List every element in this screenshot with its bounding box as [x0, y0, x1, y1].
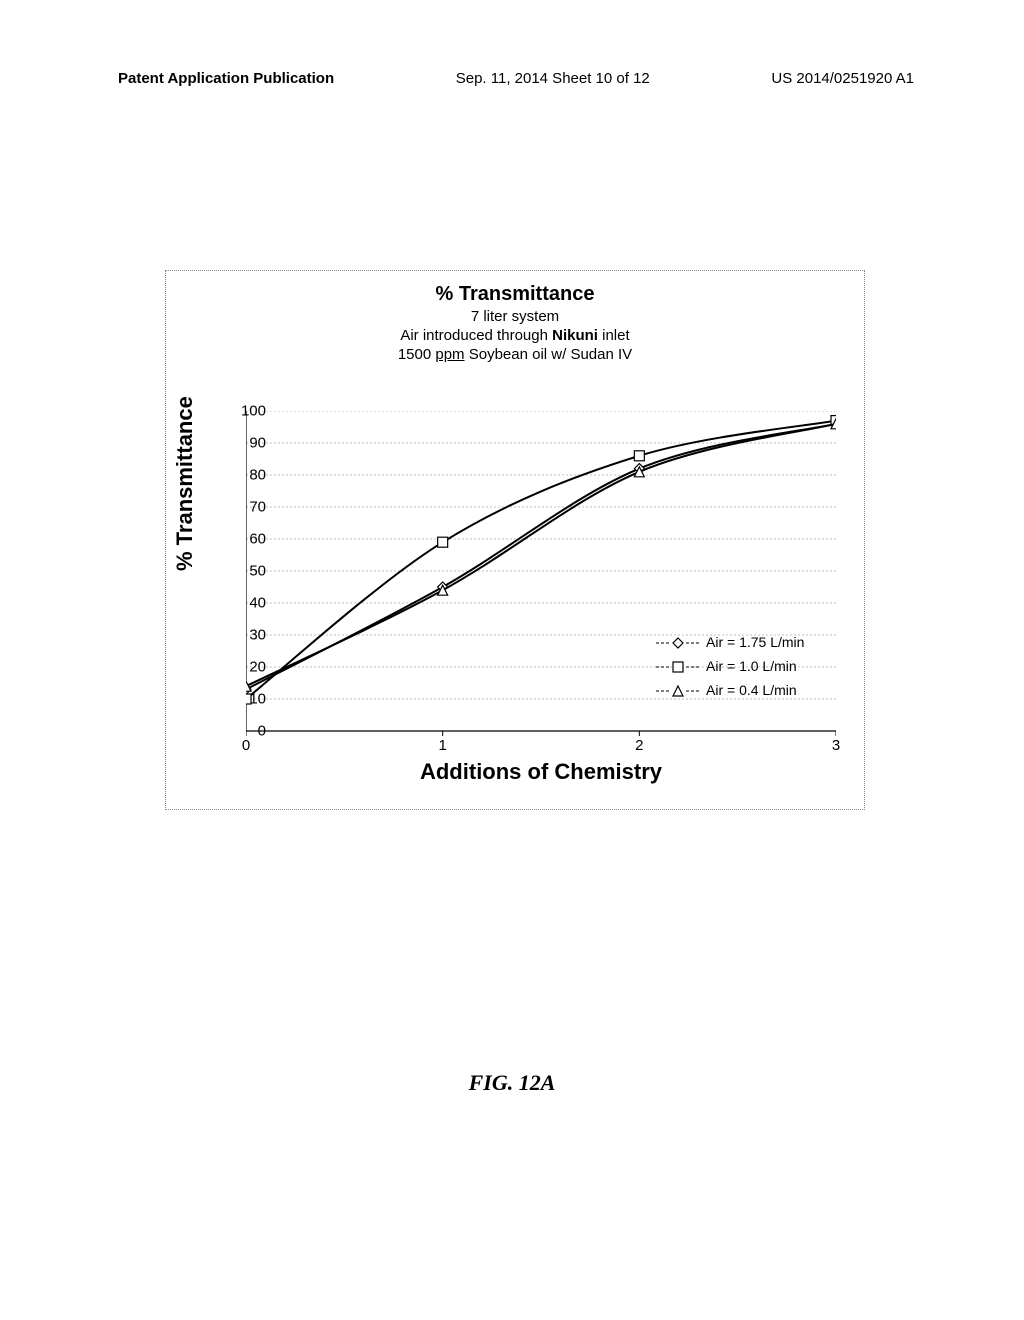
- y-tick-label: 60: [226, 531, 266, 548]
- header-center: Sep. 11, 2014 Sheet 10 of 12: [456, 70, 650, 87]
- x-tick-label: 0: [242, 737, 250, 754]
- chart-subtitle-1: 7 liter system: [166, 308, 864, 327]
- y-tick-label: 50: [226, 563, 266, 580]
- plot-area: Air = 1.75 L/min Air = 1.0 L/min Air = 0.4…: [246, 411, 836, 731]
- chart-frame: % Transmittance 7 liter system Air intro…: [165, 270, 865, 810]
- x-tick-label: 2: [635, 737, 643, 754]
- chart-title-block: % Transmittance 7 liter system Air intro…: [166, 283, 864, 364]
- page-header: Patent Application Publication Sep. 11, …: [118, 70, 914, 87]
- chart-subtitle-3: 1500 ppm Soybean oil w/ Sudan IV: [166, 346, 864, 365]
- chart-subtitle-2: Air introduced through Nikuni inlet: [166, 327, 864, 346]
- y-tick-label: 80: [226, 467, 266, 484]
- chart-title: % Transmittance: [166, 283, 864, 306]
- x-tick-label: 1: [438, 737, 446, 754]
- y-tick-label: 30: [226, 627, 266, 644]
- y-tick-label: 90: [226, 435, 266, 452]
- x-tick-label: 3: [832, 737, 840, 754]
- y-tick-label: 10: [226, 691, 266, 708]
- svg-text:Air = 1.0 L/min: Air = 1.0 L/min: [706, 658, 797, 674]
- chart-svg: Air = 1.75 L/min Air = 1.0 L/min Air = 0.4…: [246, 411, 836, 739]
- y-tick-label: 20: [226, 659, 266, 676]
- header-left: Patent Application Publication: [118, 70, 334, 87]
- x-axis-label: Additions of Chemistry: [246, 759, 836, 785]
- y-tick-label: 70: [226, 499, 266, 516]
- header-right: US 2014/0251920 A1: [771, 70, 914, 87]
- y-tick-label: 40: [226, 595, 266, 612]
- figure-label: FIG. 12A: [0, 1070, 1024, 1096]
- svg-text:Air = 0.4 L/min: Air = 0.4 L/min: [706, 682, 797, 698]
- y-tick-label: 100: [226, 403, 266, 420]
- svg-text:Air = 1.75 L/min: Air = 1.75 L/min: [706, 634, 804, 650]
- y-axis-label: % Transmittance: [172, 396, 198, 571]
